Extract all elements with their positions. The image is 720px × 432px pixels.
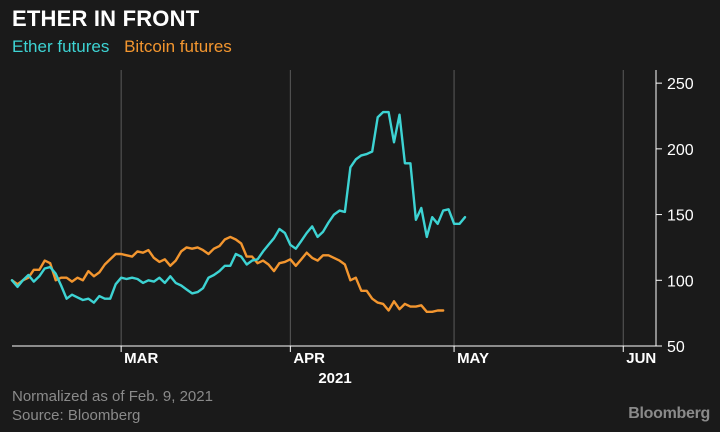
normalization-note: Normalized as of Feb. 9, 2021 — [12, 388, 213, 405]
axes: MAR APR MAY JUN 2021 50 100 150 200 250 — [12, 70, 694, 387]
legend-bitcoin: Bitcoin futures — [124, 37, 232, 56]
y-tick-label-150: 150 — [667, 208, 694, 225]
y-tick-label-50: 50 — [667, 339, 685, 356]
series-group — [10, 110, 467, 313]
x-year-label: 2021 — [318, 370, 351, 387]
x-tick-label-mar: MAR — [124, 350, 158, 367]
y-tick-label-100: 100 — [667, 273, 694, 290]
bloomberg-logo: Bloomberg — [628, 405, 710, 422]
source-note: Source: Bloomberg — [12, 407, 141, 424]
legend-ether: Ether futures — [12, 37, 110, 56]
y-tick-label-200: 200 — [667, 142, 694, 159]
x-tick-label-may: MAY — [457, 350, 489, 367]
bitcoin-futures-line — [10, 235, 445, 313]
y-tick-label-250: 250 — [667, 76, 694, 93]
x-tick-label-apr: APR — [293, 350, 325, 367]
chart-title: ETHER IN FRONT — [12, 6, 200, 31]
ether-futures-line — [10, 110, 467, 304]
gridlines — [120, 70, 624, 346]
x-tick-label-jun: JUN — [626, 350, 656, 367]
legend: Ether futures Bitcoin futures — [12, 37, 242, 57]
